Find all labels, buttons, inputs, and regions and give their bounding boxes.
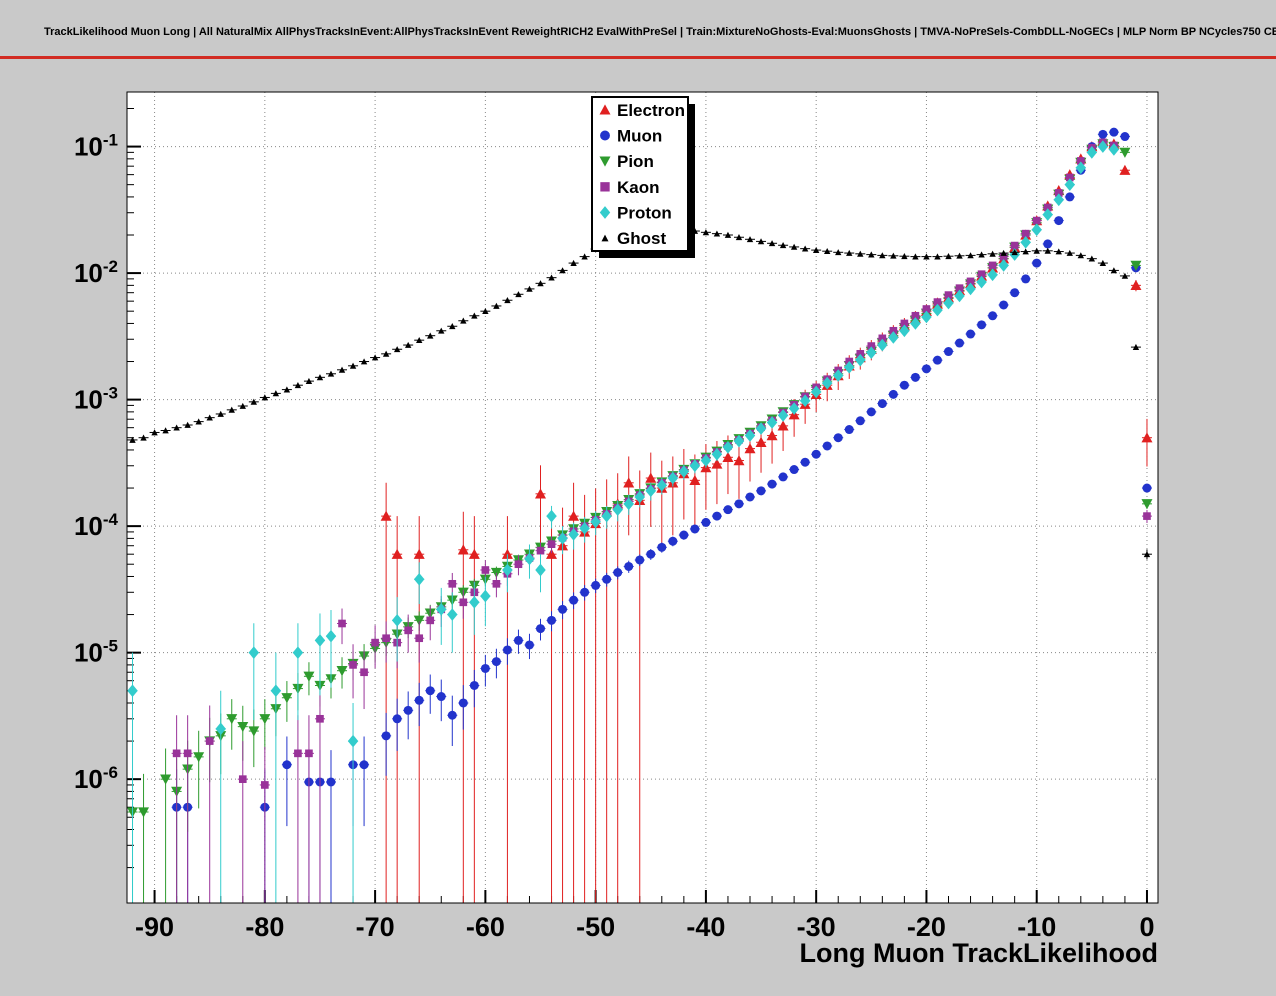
svg-text:-50: -50 bbox=[576, 912, 615, 942]
series-proton bbox=[127, 140, 1120, 903]
svg-text:10-4: 10-4 bbox=[74, 510, 119, 541]
x-axis-title: Long Muon TrackLikelihood bbox=[799, 938, 1158, 968]
svg-text:Proton: Proton bbox=[617, 204, 672, 223]
legend-entry-proton: Proton bbox=[599, 204, 672, 223]
svg-text:10-5: 10-5 bbox=[74, 637, 118, 668]
svg-text:10-6: 10-6 bbox=[74, 763, 118, 794]
frame-border bbox=[126, 91, 1159, 904]
svg-text:-70: -70 bbox=[356, 912, 395, 942]
svg-text:-20: -20 bbox=[907, 912, 946, 942]
svg-text:0: 0 bbox=[1139, 912, 1154, 942]
legend-entry-kaon: Kaon bbox=[600, 178, 660, 197]
legend-entry-pion: Pion bbox=[599, 152, 654, 171]
svg-text:10-2: 10-2 bbox=[74, 257, 118, 288]
y-tick-labels: 10-1 10-2 10-3 10-4 10-5 10-6 bbox=[74, 131, 119, 795]
svg-text:Kaon: Kaon bbox=[617, 178, 660, 197]
svg-text:-60: -60 bbox=[466, 912, 505, 942]
legend-entry-muon: Muon bbox=[600, 127, 662, 146]
svg-text:-90: -90 bbox=[135, 912, 174, 942]
svg-text:Pion: Pion bbox=[617, 152, 654, 171]
top-red-line bbox=[0, 56, 1276, 59]
svg-text:-10: -10 bbox=[1017, 912, 1056, 942]
svg-text:-80: -80 bbox=[245, 912, 284, 942]
legend-entry-ghost: Ghost bbox=[601, 229, 666, 248]
svg-text:-40: -40 bbox=[686, 912, 725, 942]
plot-title: TrackLikelihood Muon Long | All NaturalM… bbox=[44, 26, 1276, 38]
legend: Electron Muon Pion Kaon Proton Ghost bbox=[591, 96, 695, 258]
legend-entry-electron: Electron bbox=[599, 101, 685, 120]
svg-text:10-1: 10-1 bbox=[74, 131, 118, 162]
legend-box bbox=[591, 96, 689, 252]
svg-text:-30: -30 bbox=[797, 912, 836, 942]
svg-text:Ghost: Ghost bbox=[617, 229, 666, 248]
svg-text:Muon: Muon bbox=[617, 127, 662, 146]
x-tick-labels: -90 -80 -70 -60 -50 -40 -30 -20 -10 0 bbox=[135, 912, 1154, 942]
svg-text:10-3: 10-3 bbox=[74, 384, 118, 415]
svg-text:Electron: Electron bbox=[617, 101, 685, 120]
